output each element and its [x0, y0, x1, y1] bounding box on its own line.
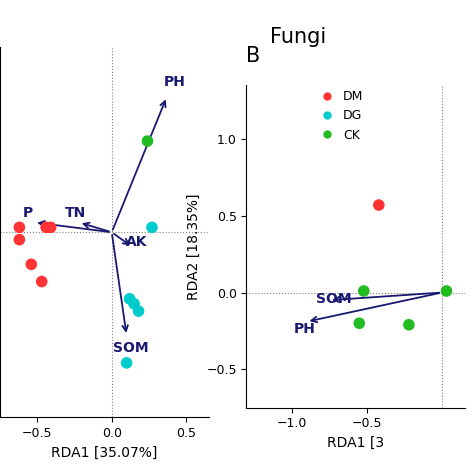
- Point: [16, 224, 23, 231]
- Text: SOM: SOM: [113, 341, 149, 355]
- Text: TN: TN: [65, 206, 87, 219]
- Point: [47, 224, 55, 231]
- Text: Fungi: Fungi: [270, 27, 327, 47]
- Text: AK: AK: [126, 235, 148, 249]
- Point: [405, 321, 413, 328]
- Point: [27, 261, 35, 268]
- X-axis label: RDA1 [35.07%]: RDA1 [35.07%]: [51, 446, 157, 459]
- Y-axis label: RDA2 [18.35%]: RDA2 [18.35%]: [187, 193, 201, 300]
- Text: B: B: [246, 46, 261, 66]
- Point: [148, 224, 156, 231]
- Point: [42, 224, 50, 231]
- Point: [356, 319, 363, 327]
- Point: [130, 300, 138, 308]
- Point: [135, 307, 142, 315]
- Point: [144, 137, 151, 145]
- Point: [443, 287, 450, 295]
- X-axis label: RDA1 [3: RDA1 [3: [327, 436, 384, 450]
- Point: [16, 236, 23, 244]
- Point: [126, 295, 133, 302]
- Point: [38, 278, 46, 285]
- Text: SOM: SOM: [316, 292, 352, 306]
- Text: PH: PH: [164, 75, 185, 89]
- Point: [375, 201, 383, 209]
- Point: [360, 287, 367, 295]
- Text: P: P: [23, 206, 34, 219]
- Legend: DM, DG, CK: DM, DG, CK: [310, 85, 369, 146]
- Point: [123, 359, 130, 367]
- Text: PH: PH: [294, 322, 316, 337]
